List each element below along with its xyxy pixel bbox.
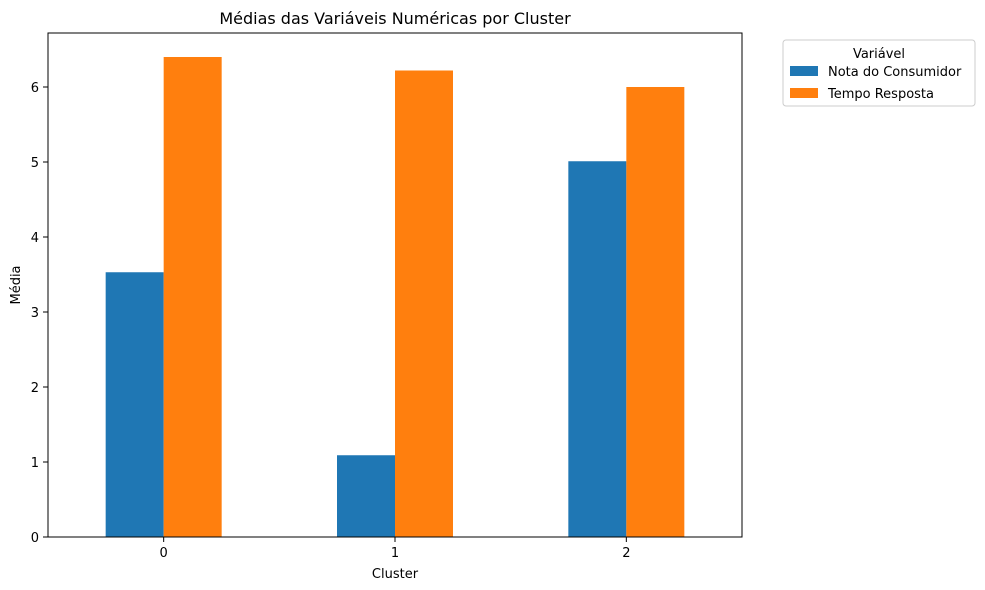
y-tick-label: 4 bbox=[31, 231, 39, 246]
legend-label-nota-do-consumidor: Nota do Consumidor bbox=[828, 65, 962, 80]
legend-swatch-nota-do-consumidor bbox=[790, 66, 818, 76]
x-tick-label: 1 bbox=[391, 546, 399, 561]
legend-box bbox=[782, 39, 976, 107]
x-tick-label: 2 bbox=[622, 546, 630, 561]
bar-tempo-resposta-cluster-0 bbox=[163, 57, 222, 537]
y-tick-label: 2 bbox=[31, 381, 39, 396]
x-axis-label: Cluster bbox=[372, 567, 419, 582]
bar-tempo-resposta-cluster-1 bbox=[395, 70, 453, 537]
y-tick-label: 3 bbox=[31, 306, 39, 321]
legend-title: Variável bbox=[853, 47, 905, 62]
bar-nota-do-consumidor-cluster-1 bbox=[337, 455, 395, 537]
y-tick-label: 5 bbox=[31, 156, 39, 171]
y-axis-label: Média bbox=[9, 265, 24, 304]
bar-tempo-resposta-cluster-2 bbox=[626, 87, 685, 537]
legend-label-tempo-resposta: Tempo Resposta bbox=[827, 87, 934, 102]
legend-swatch-tempo-resposta bbox=[790, 88, 818, 98]
x-tick-label: 0 bbox=[160, 546, 168, 561]
bar-nota-do-consumidor-cluster-0 bbox=[105, 272, 164, 537]
y-tick-label: 0 bbox=[31, 531, 39, 546]
chart-title: Médias das Variáveis Numéricas por Clust… bbox=[219, 9, 571, 28]
y-axis-ticks: 0 1 2 3 4 5 6 bbox=[31, 81, 48, 546]
y-tick-label: 1 bbox=[31, 456, 39, 471]
y-tick-label: 6 bbox=[31, 81, 39, 96]
bars-group bbox=[105, 57, 685, 537]
bar-nota-do-consumidor-cluster-2 bbox=[568, 161, 627, 537]
legend: Variável Nota do Consumidor Tempo Respos… bbox=[782, 39, 976, 107]
x-axis-ticks: 0 1 2 bbox=[160, 537, 630, 561]
